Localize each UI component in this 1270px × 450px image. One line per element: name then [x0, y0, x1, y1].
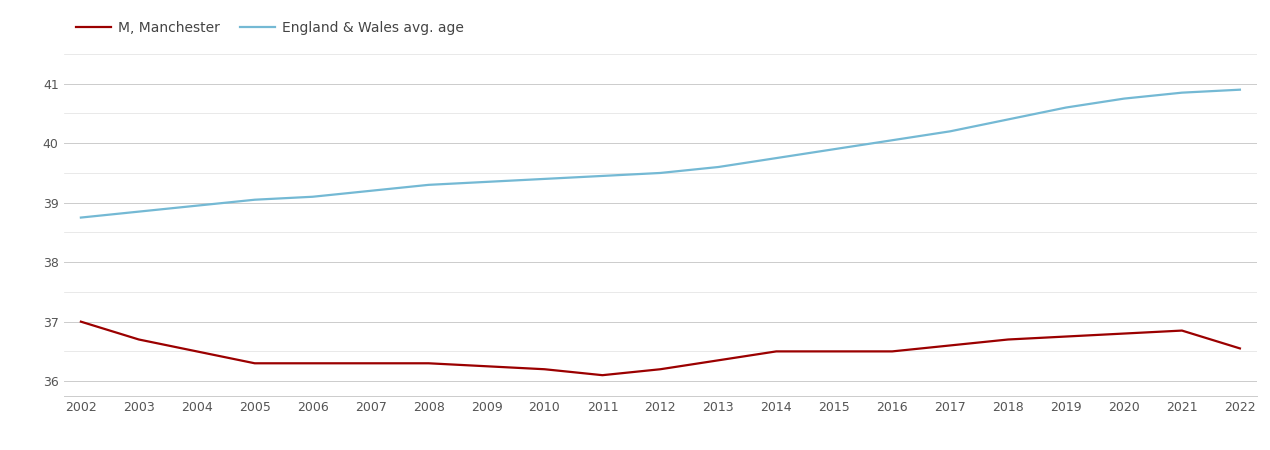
M, Manchester	[537, 367, 552, 372]
M, Manchester	[942, 343, 958, 348]
England & Wales avg. age	[1001, 117, 1016, 122]
Legend: M, Manchester, England & Wales avg. age: M, Manchester, England & Wales avg. age	[70, 15, 470, 40]
England & Wales avg. age	[1175, 90, 1190, 95]
England & Wales avg. age	[189, 203, 204, 208]
M, Manchester	[1116, 331, 1132, 336]
M, Manchester	[594, 373, 610, 378]
M, Manchester	[1232, 346, 1247, 351]
M, Manchester	[74, 319, 89, 324]
England & Wales avg. age	[537, 176, 552, 182]
England & Wales avg. age	[305, 194, 320, 199]
M, Manchester	[827, 349, 842, 354]
M, Manchester	[1058, 334, 1073, 339]
M, Manchester	[305, 360, 320, 366]
M, Manchester	[189, 349, 204, 354]
M, Manchester	[248, 360, 263, 366]
England & Wales avg. age	[363, 188, 378, 194]
England & Wales avg. age	[131, 209, 146, 214]
M, Manchester	[768, 349, 784, 354]
M, Manchester	[479, 364, 494, 369]
England & Wales avg. age	[711, 164, 726, 170]
M, Manchester	[711, 358, 726, 363]
M, Manchester	[885, 349, 900, 354]
England & Wales avg. age	[768, 155, 784, 161]
England & Wales avg. age	[479, 179, 494, 184]
England & Wales avg. age	[885, 138, 900, 143]
England & Wales avg. age	[827, 146, 842, 152]
England & Wales avg. age	[594, 173, 610, 179]
England & Wales avg. age	[942, 129, 958, 134]
England & Wales avg. age	[1058, 105, 1073, 110]
M, Manchester	[420, 360, 436, 366]
M, Manchester	[1001, 337, 1016, 342]
England & Wales avg. age	[1232, 87, 1247, 92]
Line: England & Wales avg. age: England & Wales avg. age	[81, 90, 1240, 217]
M, Manchester	[363, 360, 378, 366]
England & Wales avg. age	[248, 197, 263, 202]
England & Wales avg. age	[420, 182, 436, 188]
Line: M, Manchester: M, Manchester	[81, 322, 1240, 375]
M, Manchester	[131, 337, 146, 342]
England & Wales avg. age	[74, 215, 89, 220]
England & Wales avg. age	[653, 170, 668, 176]
M, Manchester	[1175, 328, 1190, 333]
England & Wales avg. age	[1116, 96, 1132, 101]
M, Manchester	[653, 367, 668, 372]
